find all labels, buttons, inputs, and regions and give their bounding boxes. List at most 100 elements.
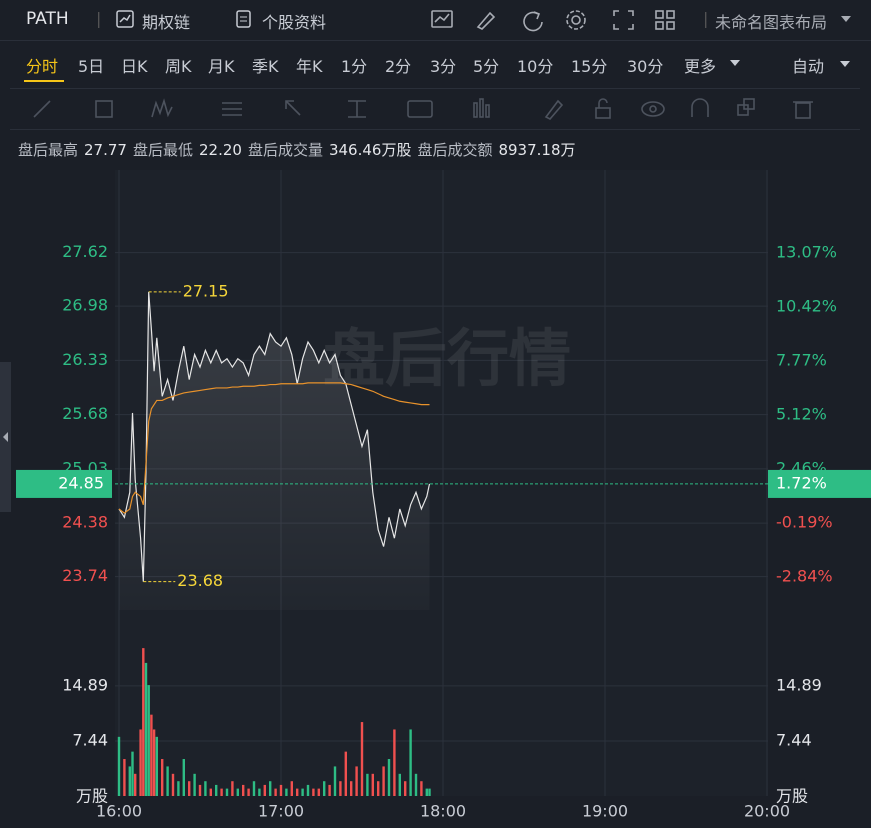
volume-unit: 万股 (776, 787, 808, 806)
x-tick-label: 17:00 (258, 802, 304, 821)
y-tick-label: 23.74 (62, 566, 108, 585)
period-tab[interactable]: 5日 (78, 57, 105, 76)
last-change-tag (768, 469, 871, 498)
dropdown-arrow (840, 61, 850, 67)
volume-bar (198, 784, 202, 796)
info-label: 盘后成交量 (247, 141, 323, 159)
period-tab[interactable]: 日K (121, 57, 148, 76)
top-bar: PATH | 期权链 个股资料 | 未命名图表布局 (0, 0, 871, 41)
volume-bar (252, 781, 256, 796)
symbol[interactable]: PATH (26, 9, 69, 29)
volume-bar (231, 781, 234, 796)
more-tab[interactable]: 更多 (684, 57, 717, 76)
y-tick-label: 24.38 (62, 513, 108, 532)
volume-bar (371, 773, 374, 796)
period-tab[interactable]: 3分 (430, 57, 457, 76)
volume-bar (247, 788, 250, 796)
volume-bar (317, 788, 320, 796)
period-tab[interactable]: 年K (296, 57, 323, 76)
mode[interactable]: 自动 (792, 57, 825, 76)
volume-bar (155, 736, 158, 796)
period-tab[interactable]: 10分 (517, 57, 554, 76)
y2-tick-label: -0.19% (776, 513, 833, 532)
volume-bar (242, 784, 245, 796)
period-tab[interactable]: 周K (165, 57, 192, 76)
period-tab[interactable]: 15分 (571, 57, 608, 76)
period-tab[interactable]: 分时 (26, 57, 59, 76)
info-label: 盘后最高 (18, 141, 79, 159)
link[interactable]: 期权链 (142, 13, 191, 32)
volume-bar (171, 773, 175, 796)
volume-bar (147, 685, 150, 796)
info-label: 盘后最低 (132, 141, 193, 159)
volume-bar (263, 784, 266, 796)
period-tab[interactable]: 1分 (341, 57, 368, 76)
volume-bar (128, 766, 131, 796)
volume-bar (333, 766, 337, 796)
price-line (118, 291, 431, 582)
volume-bar (285, 788, 288, 796)
y2-tick-label: 10.42% (776, 297, 837, 316)
volume-bar (236, 788, 239, 796)
x-tick-label: 16:00 (96, 802, 142, 821)
volume-bar (161, 759, 164, 796)
annotation-label: 27.15 (183, 281, 229, 300)
period-tab[interactable]: 月K (208, 57, 235, 76)
y-tick-label: 14.89 (62, 675, 108, 694)
y2-tick-label: 7.44 (776, 730, 812, 749)
y2-tick-label: -2.84% (776, 567, 833, 586)
info-label: 盘后成交额 (417, 141, 493, 159)
volume-bar (209, 788, 212, 796)
volume-bar (312, 788, 315, 796)
volume-bar (393, 729, 396, 796)
volume-bar (215, 784, 218, 796)
volume-bar (377, 781, 380, 796)
volume-bar (366, 773, 369, 796)
last-price: 24.85 (58, 473, 104, 492)
volume-bar (296, 788, 299, 796)
y2-tick-label: 7.77% (776, 350, 827, 369)
layout-name[interactable]: 未命名图表布局 (715, 13, 828, 32)
average-line (118, 382, 430, 514)
volume-bar (414, 773, 418, 796)
y-tick-label: 25.68 (62, 404, 108, 423)
info-line: 盘后最高 27.77 盘后最低 22.20 盘后成交量 346.46万股 盘后成交额 8937… (18, 139, 582, 160)
volume-bar (382, 766, 385, 796)
divider: | (703, 9, 709, 28)
period-tab[interactable]: 5分 (473, 57, 500, 76)
period-tabs: 更多 自动 分时 5日 日K 周K 月K 季K 年K 1分 2分 3分 5分 10分 15分 30分 (0, 44, 871, 84)
icon (116, 10, 134, 28)
info-value: 346.46万股 (328, 141, 412, 159)
volume-bar (339, 781, 342, 796)
y2-tick-label: 5.12% (776, 404, 827, 423)
volume-bar (193, 773, 196, 796)
x-tick-label: 20:00 (744, 802, 790, 821)
volume-bar (355, 766, 358, 796)
link[interactable]: 个股资料 (262, 13, 327, 32)
active-underline (24, 80, 64, 82)
volume-bar (166, 766, 169, 796)
volume-bar (139, 729, 142, 796)
period-tab[interactable]: 季K (252, 57, 279, 76)
volume-bar (134, 773, 137, 796)
volume-bar (188, 781, 191, 796)
volume-bar (279, 784, 283, 796)
period-tab[interactable]: 2分 (385, 57, 412, 76)
x-tick-label: 18:00 (420, 802, 466, 821)
volume-unit: 万股 (76, 787, 108, 806)
volume-bar (301, 788, 304, 796)
info-value: 8937.18万 (498, 141, 576, 159)
volume-bar (152, 729, 156, 796)
icon (236, 10, 251, 28)
volume-bar (182, 759, 185, 796)
y-tick-label: 26.33 (62, 350, 108, 369)
volume-bar (269, 781, 272, 796)
volume-bar (387, 759, 391, 796)
y2-tick-label: 13.07% (776, 243, 837, 262)
volume-bar (144, 662, 148, 796)
volume-bar (323, 781, 326, 796)
info-value: 27.77 (84, 141, 127, 159)
last-change: 1.72% (776, 473, 827, 492)
period-tab[interactable]: 30分 (627, 57, 664, 76)
